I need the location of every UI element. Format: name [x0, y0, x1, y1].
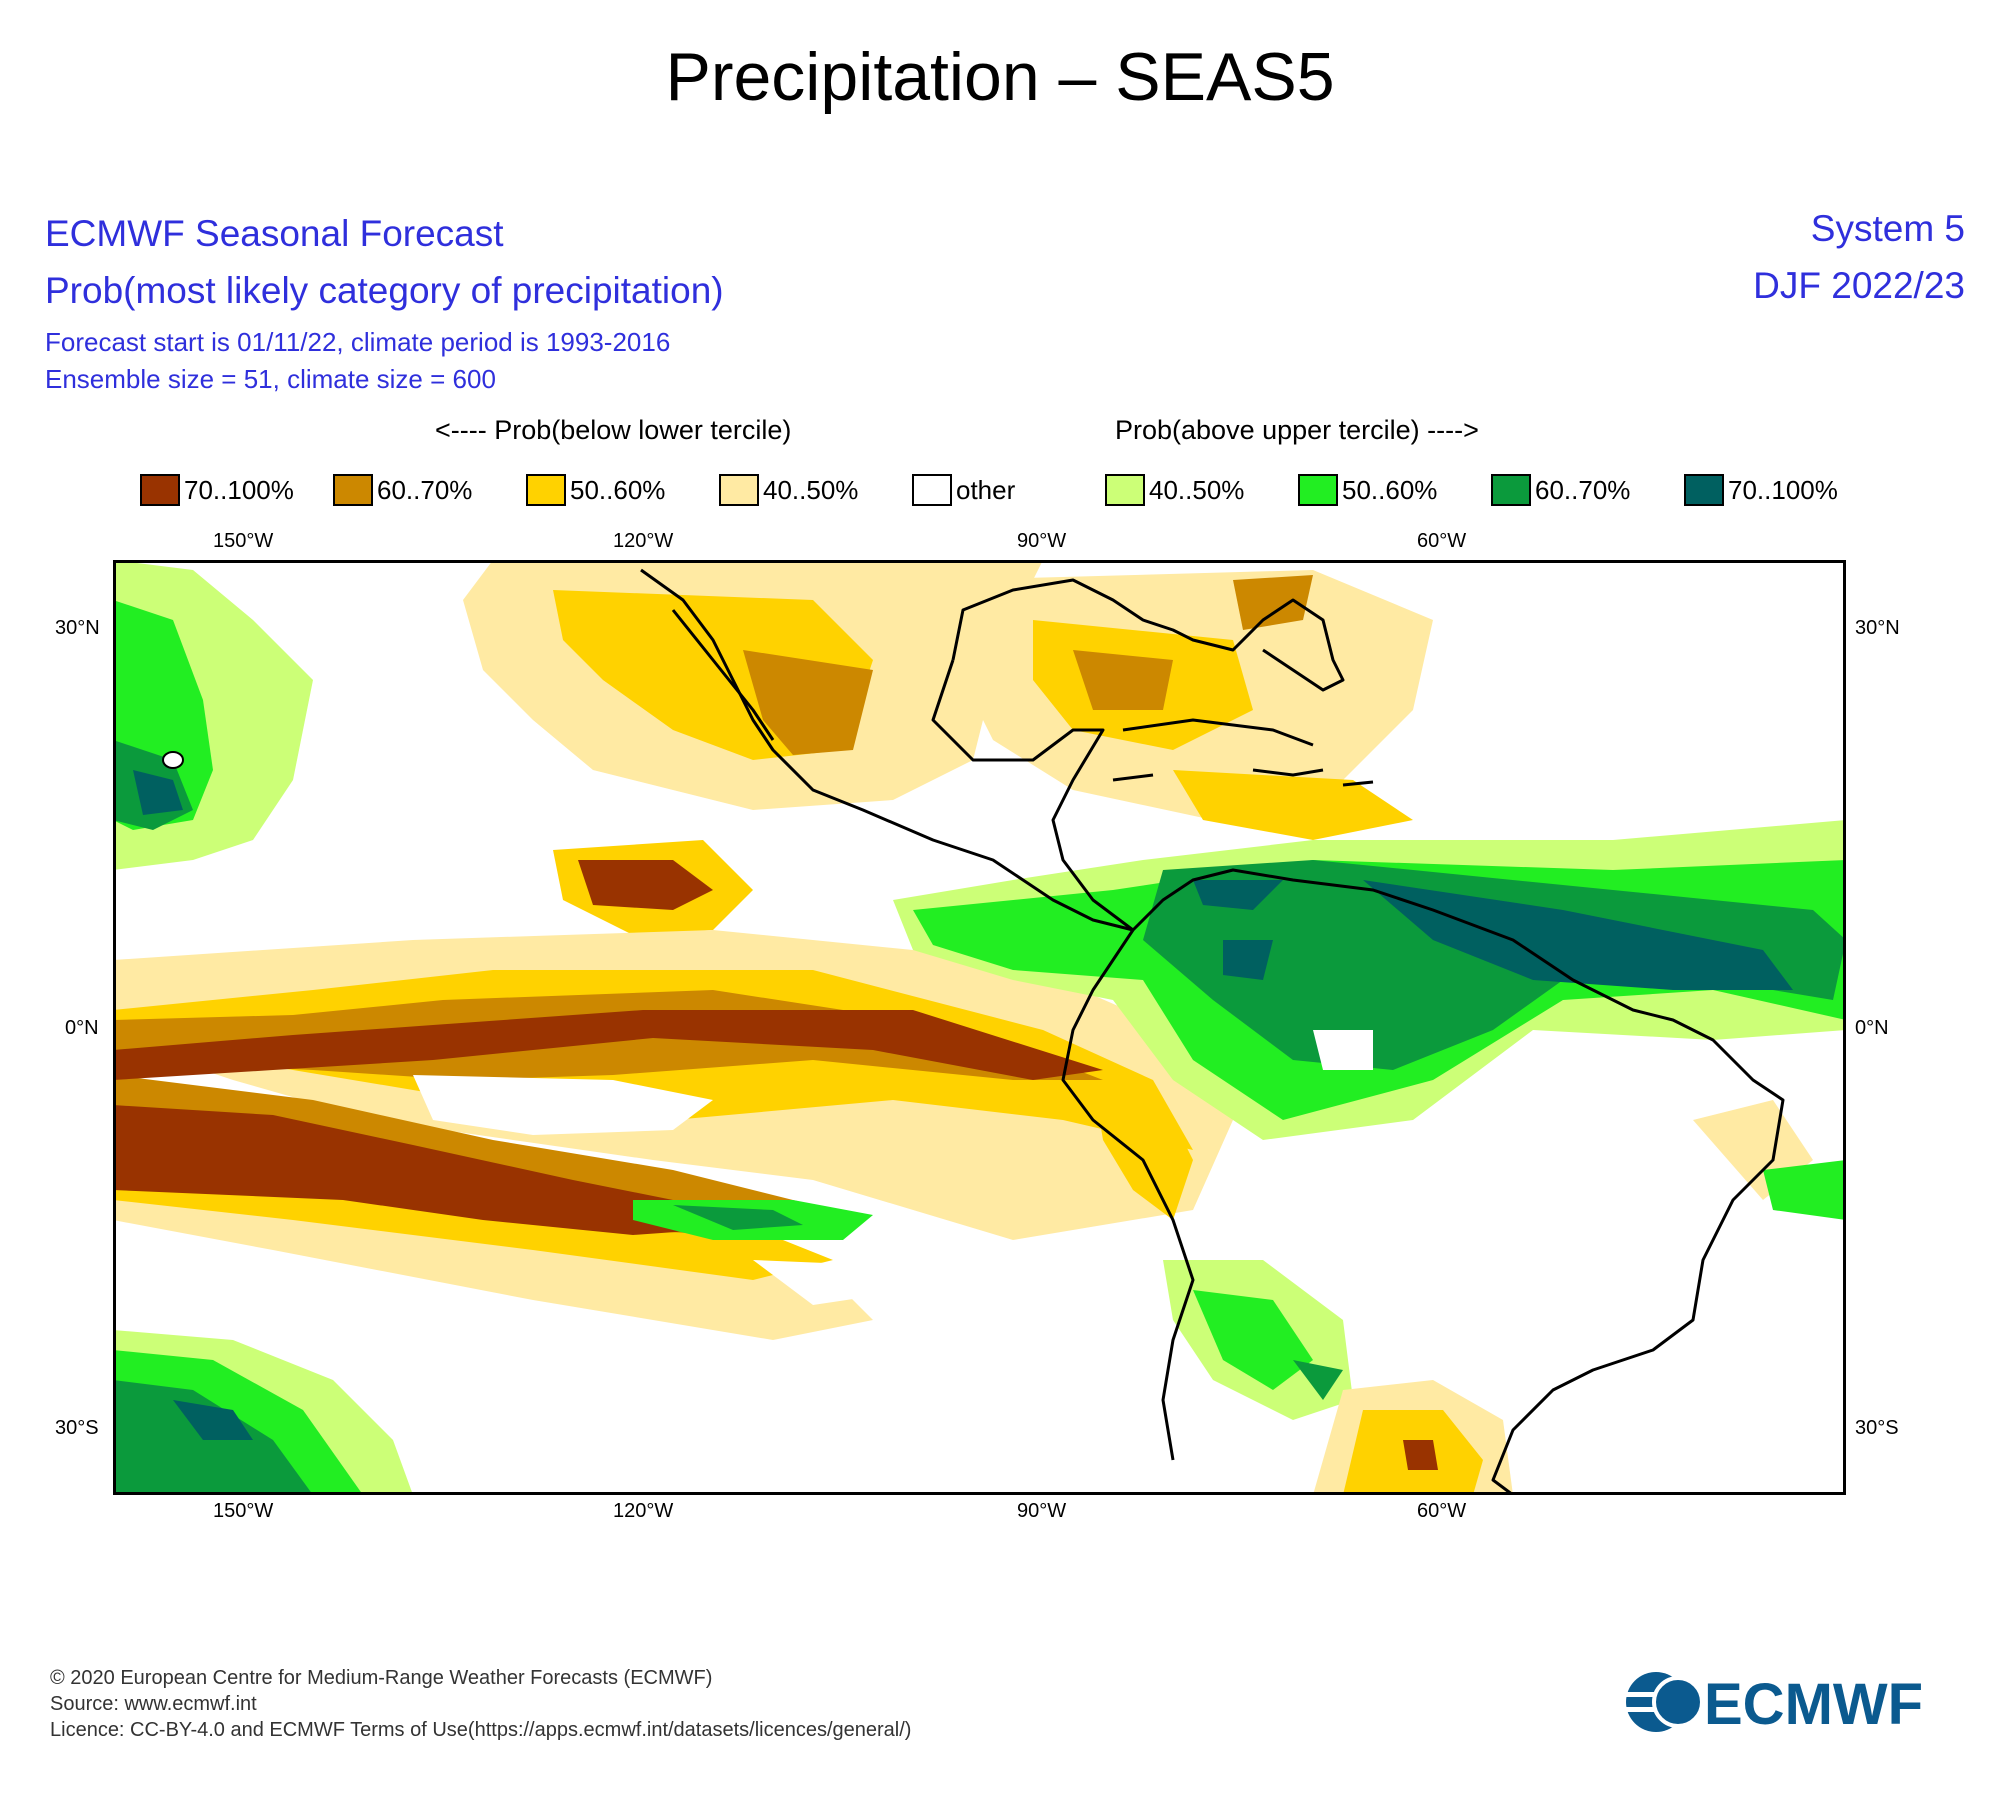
legend-label: 60..70% [1535, 474, 1631, 505]
map-frame [113, 560, 1846, 1495]
ecmwf-logo-text: ECMWF [1704, 1672, 1923, 1736]
lat-label-right: 30°S [1855, 1417, 1899, 1439]
legend-label: 50..60% [1342, 474, 1438, 505]
legend-item: 50..60% [1298, 474, 1437, 506]
lat-label-left: 30°N [55, 617, 100, 639]
dry-region-brazil-coast [1693, 1100, 1846, 1220]
legend-label: 40..50% [1149, 474, 1245, 505]
legend-item: 60..70% [333, 474, 472, 506]
forecast-title: ECMWF Seasonal Forecast [45, 213, 504, 254]
legend-label: 70..100% [1728, 474, 1838, 505]
legend-above-heading: Prob(above upper tercile) ----> [1115, 415, 1479, 445]
lon-label-top: 150°W [213, 530, 274, 552]
legend-item: other [912, 474, 1015, 506]
footer-source: Source: www.ecmwf.int [50, 1693, 257, 1715]
ensemble-info: Ensemble size = 51, climate size = 600 [45, 364, 496, 394]
wet-region-se-pacific [113, 1330, 413, 1495]
lon-label-bottom: 90°W [1017, 1500, 1067, 1522]
wet-strip-southpac [633, 1200, 873, 1240]
lat-label-right: 0°N [1855, 1017, 1889, 1039]
legend-item: 70..100% [140, 474, 294, 506]
legend-swatch [1298, 474, 1338, 506]
legend-item: 70..100% [1684, 474, 1838, 506]
system-label: System 5 [1810, 208, 1965, 249]
legend-label: 40..50% [763, 474, 859, 505]
footer-licence: Licence: CC-BY-4.0 and ECMWF Terms of Us… [50, 1719, 912, 1741]
dry-band-southpac [113, 930, 1233, 1340]
legend-swatch [1491, 474, 1531, 506]
lon-label-top: 120°W [613, 530, 674, 552]
dry-region-argentina [1313, 1380, 1513, 1495]
legend-swatch [719, 474, 759, 506]
dry-region-peru-coast [1093, 1080, 1193, 1220]
period-label: DJF 2022/23 [1753, 265, 1965, 306]
probability-map [113, 560, 1846, 1495]
legend-swatch [1684, 474, 1724, 506]
legend-item: 50..60% [526, 474, 665, 506]
wet-band-tropical-atlantic [893, 820, 1846, 1140]
legend-label: 70..100% [184, 474, 294, 505]
lon-label-bottom: 120°W [613, 1500, 674, 1522]
legend-below-heading: <---- Prob(below lower tercile) [435, 415, 792, 445]
page-title: Precipitation – SEAS5 [665, 39, 1335, 115]
dry-patch-eastpac [553, 840, 753, 935]
lon-label-bottom: 150°W [213, 1500, 274, 1522]
ecmwf-logo: ECMWF [1620, 1668, 1960, 1737]
legend-swatch [912, 474, 952, 506]
footer-copyright: © 2020 European Centre for Medium-Range … [50, 1667, 713, 1689]
lon-label-top: 60°W [1417, 530, 1467, 552]
forecast-subtitle: Prob(most likely category of precipitati… [45, 270, 724, 311]
lat-label-left: 0°N [65, 1017, 99, 1039]
wet-region-southamerica [1163, 1260, 1353, 1420]
lat-label-right: 30°N [1855, 617, 1900, 639]
legend-swatch [140, 474, 180, 506]
legend-item: 40..50% [1105, 474, 1244, 506]
forecast-start-info: Forecast start is 01/11/22, climate peri… [45, 327, 671, 357]
legend-swatch [526, 474, 566, 506]
lat-label-left: 30°S [55, 1417, 99, 1439]
lon-label-top: 90°W [1017, 530, 1067, 552]
lon-label-bottom: 60°W [1417, 1500, 1467, 1522]
legend-label: 60..70% [377, 474, 473, 505]
dry-region-mexico [463, 560, 1043, 810]
ecmwf-logo-mark [1626, 1672, 1704, 1732]
legend-swatch [1105, 474, 1145, 506]
legend-item: 60..70% [1491, 474, 1630, 506]
wet-region-hawaii [113, 560, 313, 870]
legend-item: 40..50% [719, 474, 858, 506]
legend: 70..100% 60..70% 50..60% 40..50% other 4… [140, 474, 1900, 512]
legend-swatch [333, 474, 373, 506]
hawaii-island [162, 751, 184, 769]
legend-label: 50..60% [570, 474, 666, 505]
legend-label: other [956, 474, 1016, 505]
coastlines [640, 568, 1785, 1495]
dry-region-gulf [953, 570, 1433, 840]
